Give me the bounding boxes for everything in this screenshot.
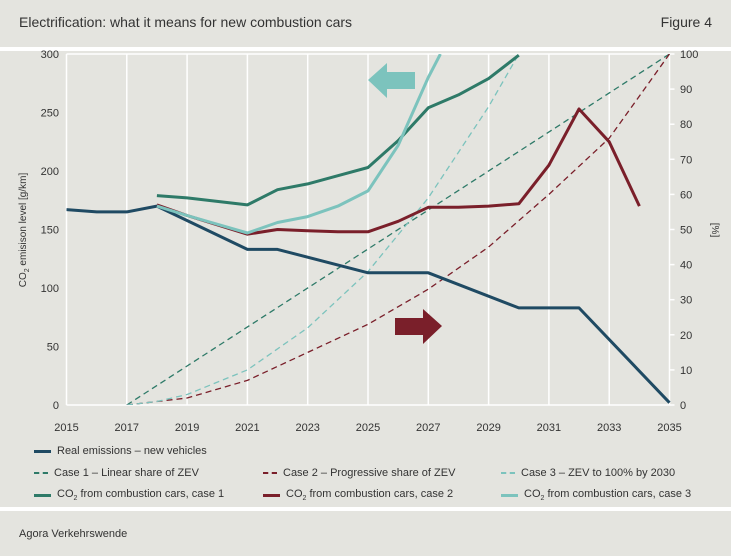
series-line-2 <box>126 54 670 405</box>
legend-label: Real emissions – new vehicles <box>57 445 207 457</box>
legend-swatch <box>501 472 515 474</box>
legend-swatch <box>34 449 51 453</box>
y-right-tick-label: 60 <box>680 189 692 201</box>
x-tick-label: 2023 <box>295 422 319 434</box>
legend-swatch <box>34 493 51 497</box>
right-axis-arrow-icon <box>395 309 442 344</box>
legend-label: CO2 from combustion cars, case 3 <box>524 488 692 503</box>
x-tick-label: 2035 <box>657 422 681 434</box>
header: Electrification: what it means for new c… <box>0 0 731 47</box>
y-right-tick-label: 30 <box>680 295 692 307</box>
y-left-tick-label: 300 <box>41 49 59 61</box>
y-right-tick-label: 20 <box>680 330 692 342</box>
line-chart: 2015 2017 2019 2021 2023 2025 2027 2029 2031 2033… <box>18 49 720 434</box>
figure-number: Figure 4 <box>660 14 712 30</box>
source-label: Agora Verkehrswende <box>19 528 128 540</box>
x-tick-label: 2019 <box>175 422 199 434</box>
series-line-3 <box>126 54 671 405</box>
y-right-tick-label: 40 <box>680 260 692 272</box>
legend-swatch <box>501 493 518 497</box>
legend-label: Case 1 – Linear share of ZEV <box>54 467 199 479</box>
y-right-tick-label: 50 <box>680 225 692 237</box>
footer: Agora Verkehrswende <box>0 511 731 556</box>
series-line-7 <box>156 54 442 235</box>
legend-item: Real emissions – new vehicles <box>34 445 207 457</box>
chart-title: Electrification: what it means for new c… <box>19 14 353 30</box>
legend-item: Case 1 – Linear share of ZEV <box>34 467 199 479</box>
y-right-tick-label: 100 <box>680 49 698 61</box>
y-right-axis-title: [%] <box>709 223 720 238</box>
y-right-tick-label: 10 <box>680 365 692 377</box>
left-axis-arrow-icon <box>368 63 415 98</box>
y-right-tick-label: 70 <box>680 154 692 166</box>
series-line-6 <box>156 107 641 236</box>
legend-label: CO2 from combustion cars, case 2 <box>286 488 454 503</box>
legend-swatch <box>263 493 280 497</box>
x-tick-label: 2025 <box>356 422 380 434</box>
legend-label: Case 3 – ZEV to 100% by 2030 <box>521 467 676 479</box>
legend-label: CO2 from combustion cars, case 1 <box>57 488 225 503</box>
x-tick-label: 2021 <box>235 422 259 434</box>
y-left-tick-label: 100 <box>41 283 59 295</box>
y-left-tick-label: 150 <box>41 225 59 237</box>
legend-item: CO2 from combustion cars, case 3 <box>501 488 691 502</box>
legend-item: Case 2 – Progressive share of ZEV <box>263 467 455 479</box>
series-line-1 <box>66 204 671 404</box>
legend-item: Case 3 – ZEV to 100% by 2030 <box>501 467 675 479</box>
x-tick-label: 2033 <box>597 422 621 434</box>
y-left-axis-title: CO2 emisison level [g/km] <box>18 173 31 288</box>
x-tick-label: 2017 <box>115 422 139 434</box>
x-tick-label: 2029 <box>476 422 500 434</box>
x-tick-label: 2027 <box>416 422 440 434</box>
y-left-tick-label: 200 <box>41 166 59 178</box>
x-tick-label: 2031 <box>537 422 561 434</box>
legend-label: Case 2 – Progressive share of ZEV <box>283 467 456 479</box>
y-left-tick-label: 0 <box>53 400 59 412</box>
legend-swatch <box>34 472 48 474</box>
x-tick-label: 2015 <box>54 422 78 434</box>
y-right-tick-label: 80 <box>680 119 692 131</box>
series-line-4 <box>126 54 520 405</box>
legend-item: CO2 from combustion cars, case 1 <box>34 488 224 502</box>
y-left-tick-label: 50 <box>47 342 59 354</box>
y-right-tick-label: 90 <box>680 84 692 96</box>
legend-item: CO2 from combustion cars, case 2 <box>263 488 453 502</box>
legend-swatch <box>263 472 277 474</box>
y-right-tick-label: 0 <box>680 400 686 412</box>
y-left-tick-label: 250 <box>41 108 59 120</box>
series-line-5 <box>156 54 520 207</box>
